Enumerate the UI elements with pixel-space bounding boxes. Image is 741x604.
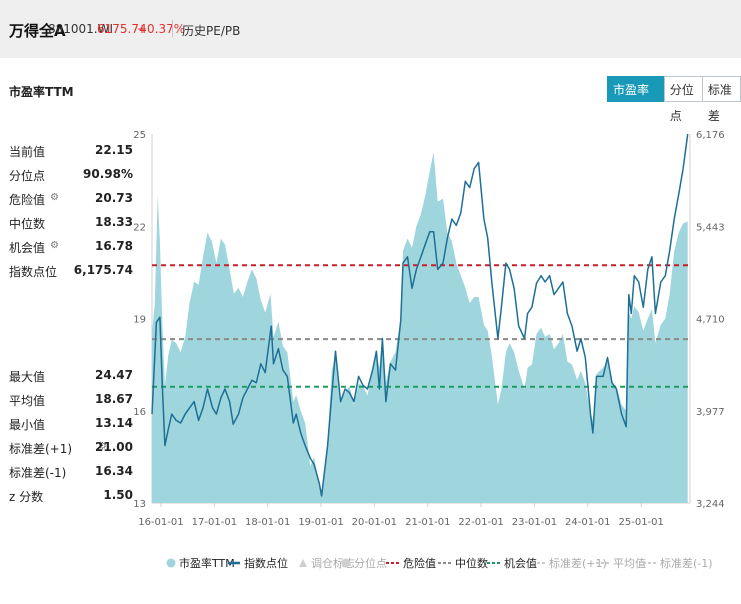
legend-item[interactable]: 机会值	[487, 556, 537, 570]
stat-top-row: 中位数 18.33	[9, 215, 133, 239]
legend-item[interactable]: 标准差(-1)	[643, 556, 713, 570]
legend-circle-marker	[166, 558, 176, 568]
legend-item[interactable]: 平均值	[596, 557, 646, 570]
settings-gear-icon[interactable]: ⚙	[50, 240, 59, 251]
legend-triangle-marker	[299, 559, 307, 567]
stat-label: 平均值	[9, 394, 46, 408]
y-left-tick-label: 19	[133, 315, 146, 326]
valuation-panel: 市盈率TTM 市盈率TTM 分位点 标准差 当前值 22.15 分位点 90.98% 危…	[0, 58, 741, 604]
stat-bottom-row: 最小值 13.14	[9, 416, 133, 440]
index-level-line	[151, 133, 689, 497]
x-tick-label: 16-01-01	[138, 517, 183, 528]
x-tick-label: 20-01-01	[352, 517, 397, 528]
stat-bottom-row: z 分数 1.50	[9, 488, 133, 512]
stat-label: 机会值	[9, 241, 46, 255]
y-right-tick-label: 5,443	[696, 222, 725, 233]
x-tick-label: 24-01-01	[565, 517, 610, 528]
stats-bottom: 最大值 24.47 平均值 18.67 最小值 13.14 标准差(+1) ⚙ 21.00 标准差…	[9, 368, 133, 512]
legend-item[interactable]: 中位数	[438, 556, 488, 570]
stat-value: 18.67	[95, 392, 133, 406]
y-left-tick-label: 25	[133, 130, 146, 141]
stat-value: 18.33	[95, 215, 133, 229]
x-tick-label: 22-01-01	[458, 517, 503, 528]
stats-top: 当前值 22.15 分位点 90.98% 危险值 ⚙ 20.73 中位数 18.33 机会值 ⚙ 16…	[9, 143, 133, 287]
stat-label: 中位数	[9, 217, 46, 231]
legend-circle-marker	[341, 558, 351, 568]
stat-label: 最小值	[9, 418, 46, 432]
metric-tabs: 市盈率TTM 分位点 标准差	[607, 76, 741, 123]
legend-label: 危险值	[403, 556, 436, 570]
stat-value: 22.15	[95, 143, 133, 157]
x-tick-label: 21-01-01	[405, 517, 450, 528]
stat-label: 危险值	[9, 193, 46, 207]
header-bar: 万得全A 881001.WI 6175.74 +0.37% 历史PE/PB	[0, 0, 741, 58]
legend-label: 分位点	[354, 556, 387, 570]
stat-top-row: 指数点位 6,175.74	[9, 263, 133, 287]
legend-item[interactable]: 标准差(+1)	[532, 556, 607, 570]
history-pe-pb-link[interactable]: 历史PE/PB	[182, 24, 241, 38]
stat-value: 6,175.74	[73, 263, 133, 277]
stat-value: 1.50	[103, 488, 133, 502]
index-code: 881001.WI	[48, 22, 114, 36]
legend-label: 平均值	[613, 557, 646, 570]
stat-top-row: 危险值 ⚙ 20.73	[9, 191, 133, 215]
header-divider	[172, 20, 173, 37]
settings-gear-icon[interactable]: ⚙	[98, 441, 107, 452]
index-name: 万得全A	[9, 22, 66, 40]
x-tick-label: 23-01-01	[512, 517, 557, 528]
x-tick-label: 19-01-01	[298, 517, 343, 528]
index-change: +0.37%	[137, 22, 186, 36]
tab-std-dev[interactable]: 标准差	[701, 76, 741, 123]
legend-label: 中位数	[455, 556, 488, 570]
y-right-tick-label: 3,977	[696, 407, 725, 418]
y-left-tick-label: 22	[133, 222, 146, 233]
legend-item[interactable]: 市盈率TTM	[166, 556, 235, 570]
panel-title: 市盈率TTM	[9, 85, 74, 99]
stat-label: z 分数	[9, 490, 44, 504]
legend-label: 标准差(+1)	[549, 556, 607, 570]
tab-pe-ttm[interactable]: 市盈率TTM	[607, 76, 665, 123]
index-price: 6175.74	[97, 22, 147, 36]
y-left-tick-label: 13	[133, 499, 146, 510]
stat-value: 20.73	[95, 191, 133, 205]
stat-top-row: 当前值 22.15	[9, 143, 133, 167]
stat-bottom-row: 最大值 24.47	[9, 368, 133, 392]
y-right-tick-label: 4,710	[696, 315, 725, 326]
stat-value: 21.00	[95, 440, 133, 454]
legend-label: 指数点位	[244, 556, 288, 570]
stat-top-row: 机会值 ⚙ 16.78	[9, 239, 133, 263]
stat-top-row: 分位点 90.98%	[9, 167, 133, 191]
stat-label: 标准差(-1)	[9, 466, 67, 480]
stat-bottom-row: 标准差(+1) ⚙ 21.00	[9, 440, 133, 464]
legend-item[interactable]: 指数点位	[228, 556, 288, 570]
legend-item[interactable]: 分位点	[341, 556, 388, 570]
stat-label: 当前值	[9, 145, 46, 159]
x-tick-label: 17-01-01	[192, 517, 237, 528]
tab-percentile[interactable]: 分位点	[663, 76, 703, 123]
stat-label: 最大值	[9, 370, 46, 384]
stat-value: 16.34	[95, 464, 133, 478]
legend-label: 机会值	[504, 556, 537, 570]
legend-label: 市盈率TTM	[179, 556, 235, 570]
y-right-tick-label: 3,244	[696, 499, 725, 510]
stat-label: 指数点位	[9, 265, 58, 279]
settings-gear-icon[interactable]: ⚙	[50, 192, 59, 203]
pe-ttm-area	[152, 152, 688, 503]
x-tick-label: 18-01-01	[245, 517, 290, 528]
legend-item[interactable]: 危险值	[386, 556, 436, 570]
stat-value: 13.14	[95, 416, 133, 430]
stat-label: 标准差(+1)	[9, 442, 73, 456]
y-right-tick-label: 6,176	[696, 130, 725, 141]
legend-label: 标准差(-1)	[660, 556, 713, 570]
stat-value: 16.78	[95, 239, 133, 253]
x-tick-label: 25-01-01	[619, 517, 664, 528]
stat-value: 90.98%	[83, 167, 133, 181]
y-left-tick-label: 16	[133, 407, 146, 418]
stat-value: 24.47	[95, 368, 133, 382]
stat-label: 分位点	[9, 169, 46, 183]
stat-bottom-row: 平均值 18.67	[9, 392, 133, 416]
stat-bottom-row: 标准差(-1) 16.34	[9, 464, 133, 488]
